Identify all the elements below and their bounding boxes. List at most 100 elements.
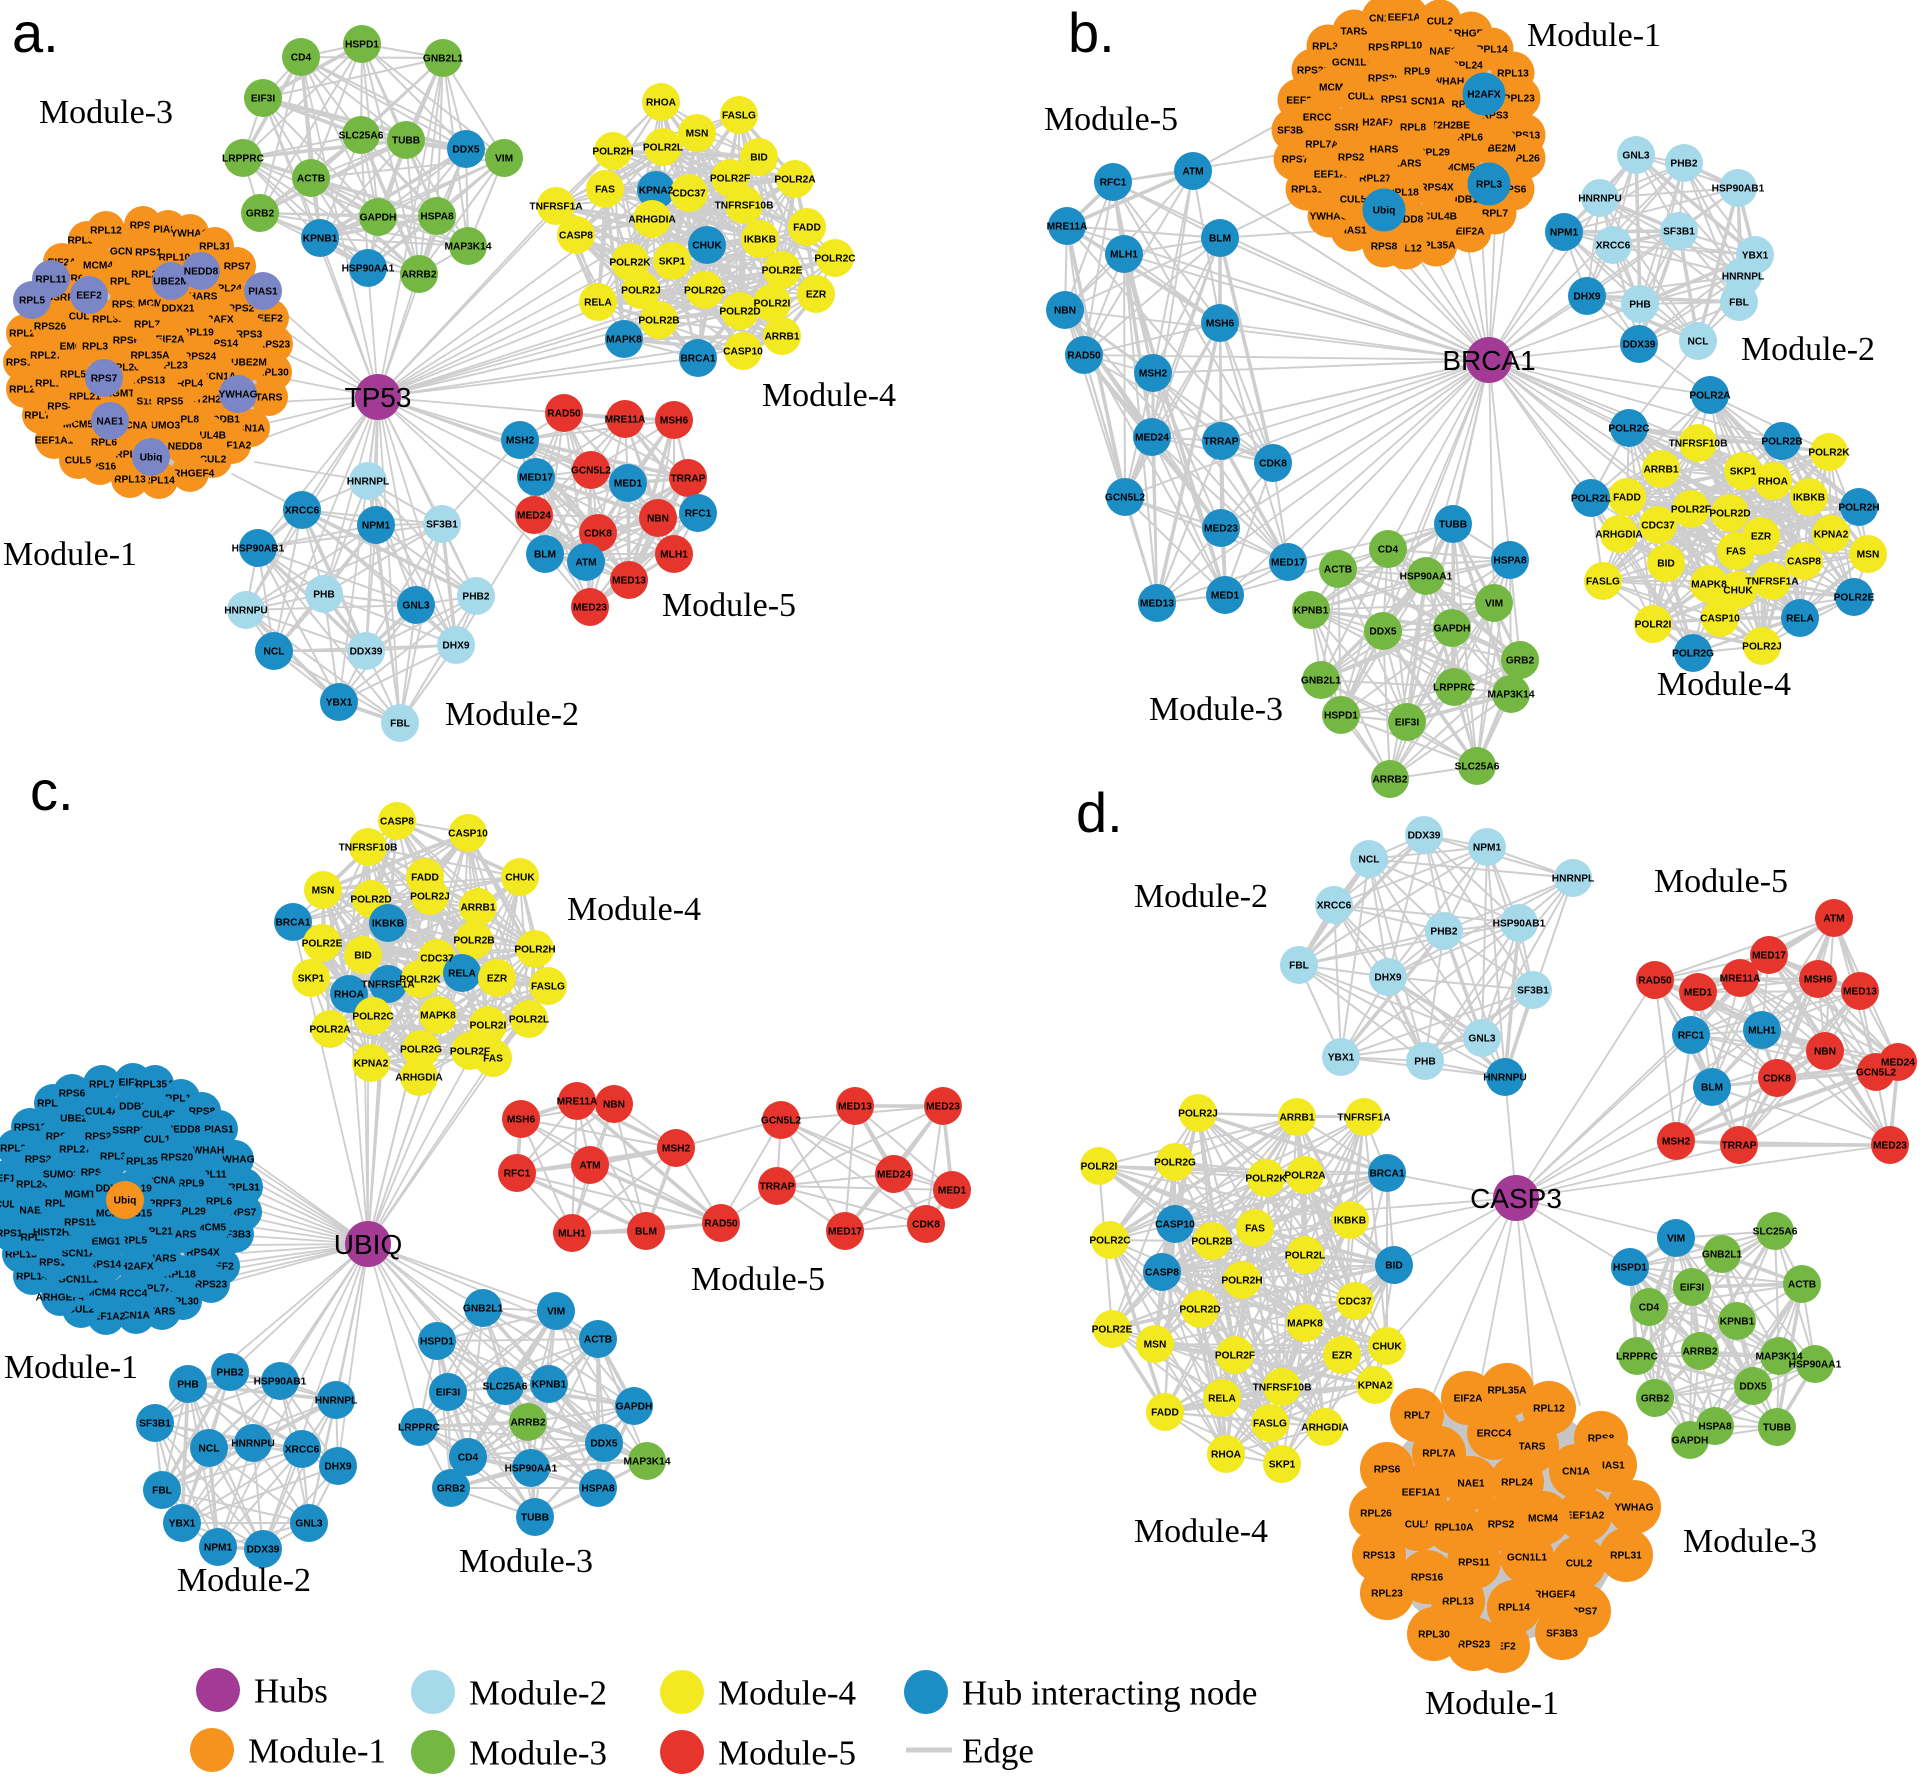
svg-text:FASLG: FASLG: [531, 982, 565, 993]
svg-text:MCM2: MCM2: [138, 299, 168, 310]
svg-text:POLR2F: POLR2F: [710, 174, 750, 185]
svg-text:RPL11: RPL11: [35, 275, 66, 286]
svg-text:ARRB2: ARRB2: [401, 270, 436, 281]
svg-text:DHX9: DHX9: [324, 1462, 352, 1473]
svg-text:RPL14: RPL14: [1476, 45, 1508, 56]
svg-text:ARRB1: ARRB1: [1279, 1113, 1314, 1124]
svg-text:MSH2: MSH2: [1662, 1137, 1691, 1148]
svg-text:MLH1: MLH1: [1748, 1026, 1776, 1037]
svg-text:RPL14: RPL14: [143, 476, 175, 487]
svg-text:Ubiq: Ubiq: [114, 1196, 137, 1207]
svg-text:MED24: MED24: [877, 1170, 911, 1181]
svg-text:RPS15A: RPS15A: [64, 1218, 104, 1229]
svg-text:XRCC6: XRCC6: [285, 1445, 320, 1456]
svg-text:LRPPRC: LRPPRC: [222, 154, 265, 165]
svg-text:MCM4: MCM4: [1319, 83, 1349, 94]
svg-text:POLR2C: POLR2C: [352, 1012, 394, 1023]
svg-text:BLM: BLM: [1209, 234, 1231, 245]
svg-text:POLR2A: POLR2A: [1284, 1171, 1326, 1182]
svg-text:RPS9: RPS9: [81, 1168, 108, 1179]
svg-text:GNL3: GNL3: [1468, 1034, 1496, 1045]
svg-text:POLR2J: POLR2J: [621, 286, 661, 297]
svg-text:FBL: FBL: [390, 719, 410, 730]
svg-text:GRB2: GRB2: [1641, 1394, 1670, 1405]
svg-text:POLR2D: POLR2D: [1709, 509, 1750, 520]
svg-text:Module-4: Module-4: [567, 891, 701, 928]
svg-text:HIST2H2BE: HIST2H2BE: [1414, 121, 1470, 132]
svg-text:RPS14: RPS14: [206, 339, 239, 350]
svg-text:MED13: MED13: [612, 576, 646, 587]
svg-text:MED1: MED1: [1211, 591, 1240, 602]
svg-text:EIF3I: EIF3I: [251, 94, 276, 105]
svg-text:SLC25A6: SLC25A6: [483, 1382, 528, 1393]
svg-text:ERCC4: ERCC4: [113, 1289, 148, 1300]
svg-text:HSPD1: HSPD1: [345, 40, 379, 51]
svg-text:UBE2M: UBE2M: [231, 358, 267, 369]
svg-text:Module-2: Module-2: [1741, 331, 1875, 368]
svg-text:CHUK: CHUK: [1372, 1342, 1402, 1353]
svg-text:POLR2C: POLR2C: [1089, 1236, 1131, 1247]
svg-text:TUBB: TUBB: [1439, 520, 1467, 531]
svg-text:IKBKB: IKBKB: [1793, 493, 1825, 504]
svg-text:Module-2: Module-2: [445, 696, 579, 733]
svg-text:POLR2B: POLR2B: [1761, 437, 1802, 448]
svg-text:GCN5L2: GCN5L2: [1105, 493, 1146, 504]
svg-text:NEDD8: NEDD8: [166, 1125, 201, 1136]
svg-text:Ubiq: Ubiq: [140, 453, 163, 464]
svg-text:CUL2: CUL2: [68, 1305, 95, 1316]
svg-text:RPS26: RPS26: [34, 322, 67, 333]
svg-text:SSRP1: SSRP1: [1334, 123, 1368, 134]
svg-text:NPM1: NPM1: [204, 1543, 233, 1554]
svg-text:HIST2H2BE: HIST2H2BE: [33, 1228, 89, 1239]
svg-text:HSPA8: HSPA8: [581, 1484, 615, 1495]
svg-text:NBN: NBN: [603, 1100, 625, 1111]
svg-text:RPS3: RPS3: [46, 1132, 73, 1143]
svg-text:RPS11: RPS11: [1458, 1558, 1490, 1569]
svg-text:PHB2: PHB2: [1430, 927, 1458, 938]
svg-text:RPL26: RPL26: [9, 329, 41, 340]
svg-text:CN1A: CN1A: [237, 424, 265, 435]
svg-text:SKP1: SKP1: [1730, 467, 1757, 478]
svg-text:PHB: PHB: [1629, 300, 1651, 311]
svg-text:NAE1: NAE1: [1429, 47, 1457, 58]
svg-text:POLR2L: POLR2L: [509, 1015, 549, 1026]
svg-text:YWHAG: YWHAG: [170, 229, 209, 240]
svg-text:EEF1A2: EEF1A2: [1388, 13, 1427, 24]
svg-text:SF3B1: SF3B1: [1663, 227, 1695, 238]
svg-text:Module-1: Module-1: [248, 1731, 386, 1770]
svg-text:POLR2L: POLR2L: [1571, 494, 1611, 505]
svg-text:RPS20: RPS20: [161, 1153, 194, 1164]
svg-text:POLR2D: POLR2D: [719, 307, 760, 318]
svg-text:BLM: BLM: [635, 1227, 657, 1238]
svg-text:MSH6: MSH6: [1206, 319, 1235, 330]
svg-text:Module-2: Module-2: [1134, 878, 1268, 915]
svg-text:POLR2B: POLR2B: [638, 316, 679, 327]
svg-text:POLR2L: POLR2L: [1285, 1251, 1325, 1262]
svg-text:HNRNPL: HNRNPL: [315, 1396, 357, 1407]
svg-text:CD4: CD4: [458, 1453, 479, 1464]
svg-text:NPM1: NPM1: [362, 521, 391, 532]
svg-text:RPS6: RPS6: [113, 336, 140, 347]
svg-text:Module-5: Module-5: [1654, 863, 1788, 900]
svg-text:CHUK: CHUK: [1723, 586, 1753, 597]
svg-text:RELA: RELA: [584, 298, 612, 309]
svg-text:ARHGDIA: ARHGDIA: [1301, 1423, 1349, 1434]
svg-text:BID: BID: [1385, 1261, 1403, 1272]
svg-text:HSP90AB1: HSP90AB1: [232, 544, 285, 555]
svg-text:ARHGDIA: ARHGDIA: [628, 215, 676, 226]
svg-text:SF3B1: SF3B1: [139, 1419, 171, 1430]
svg-text:RPL5: RPL5: [121, 1236, 147, 1247]
svg-text:FASLG: FASLG: [1253, 1419, 1287, 1430]
svg-text:Module-5: Module-5: [691, 1261, 825, 1298]
svg-text:CD4: CD4: [291, 53, 312, 64]
svg-text:EMG1: EMG1: [92, 1237, 121, 1248]
svg-text:RPL3: RPL3: [100, 1152, 126, 1163]
svg-text:RPL26: RPL26: [1508, 154, 1540, 165]
svg-text:Hub interacting node: Hub interacting node: [962, 1673, 1257, 1712]
svg-text:RPL24: RPL24: [1501, 1478, 1533, 1489]
svg-text:EEF2: EEF2: [76, 291, 102, 302]
svg-text:RPS7: RPS7: [1282, 155, 1309, 166]
svg-text:GCN1L1: GCN1L1: [110, 247, 151, 258]
svg-text:RHOA: RHOA: [1758, 477, 1789, 488]
svg-text:RPL8: RPL8: [45, 1199, 71, 1210]
